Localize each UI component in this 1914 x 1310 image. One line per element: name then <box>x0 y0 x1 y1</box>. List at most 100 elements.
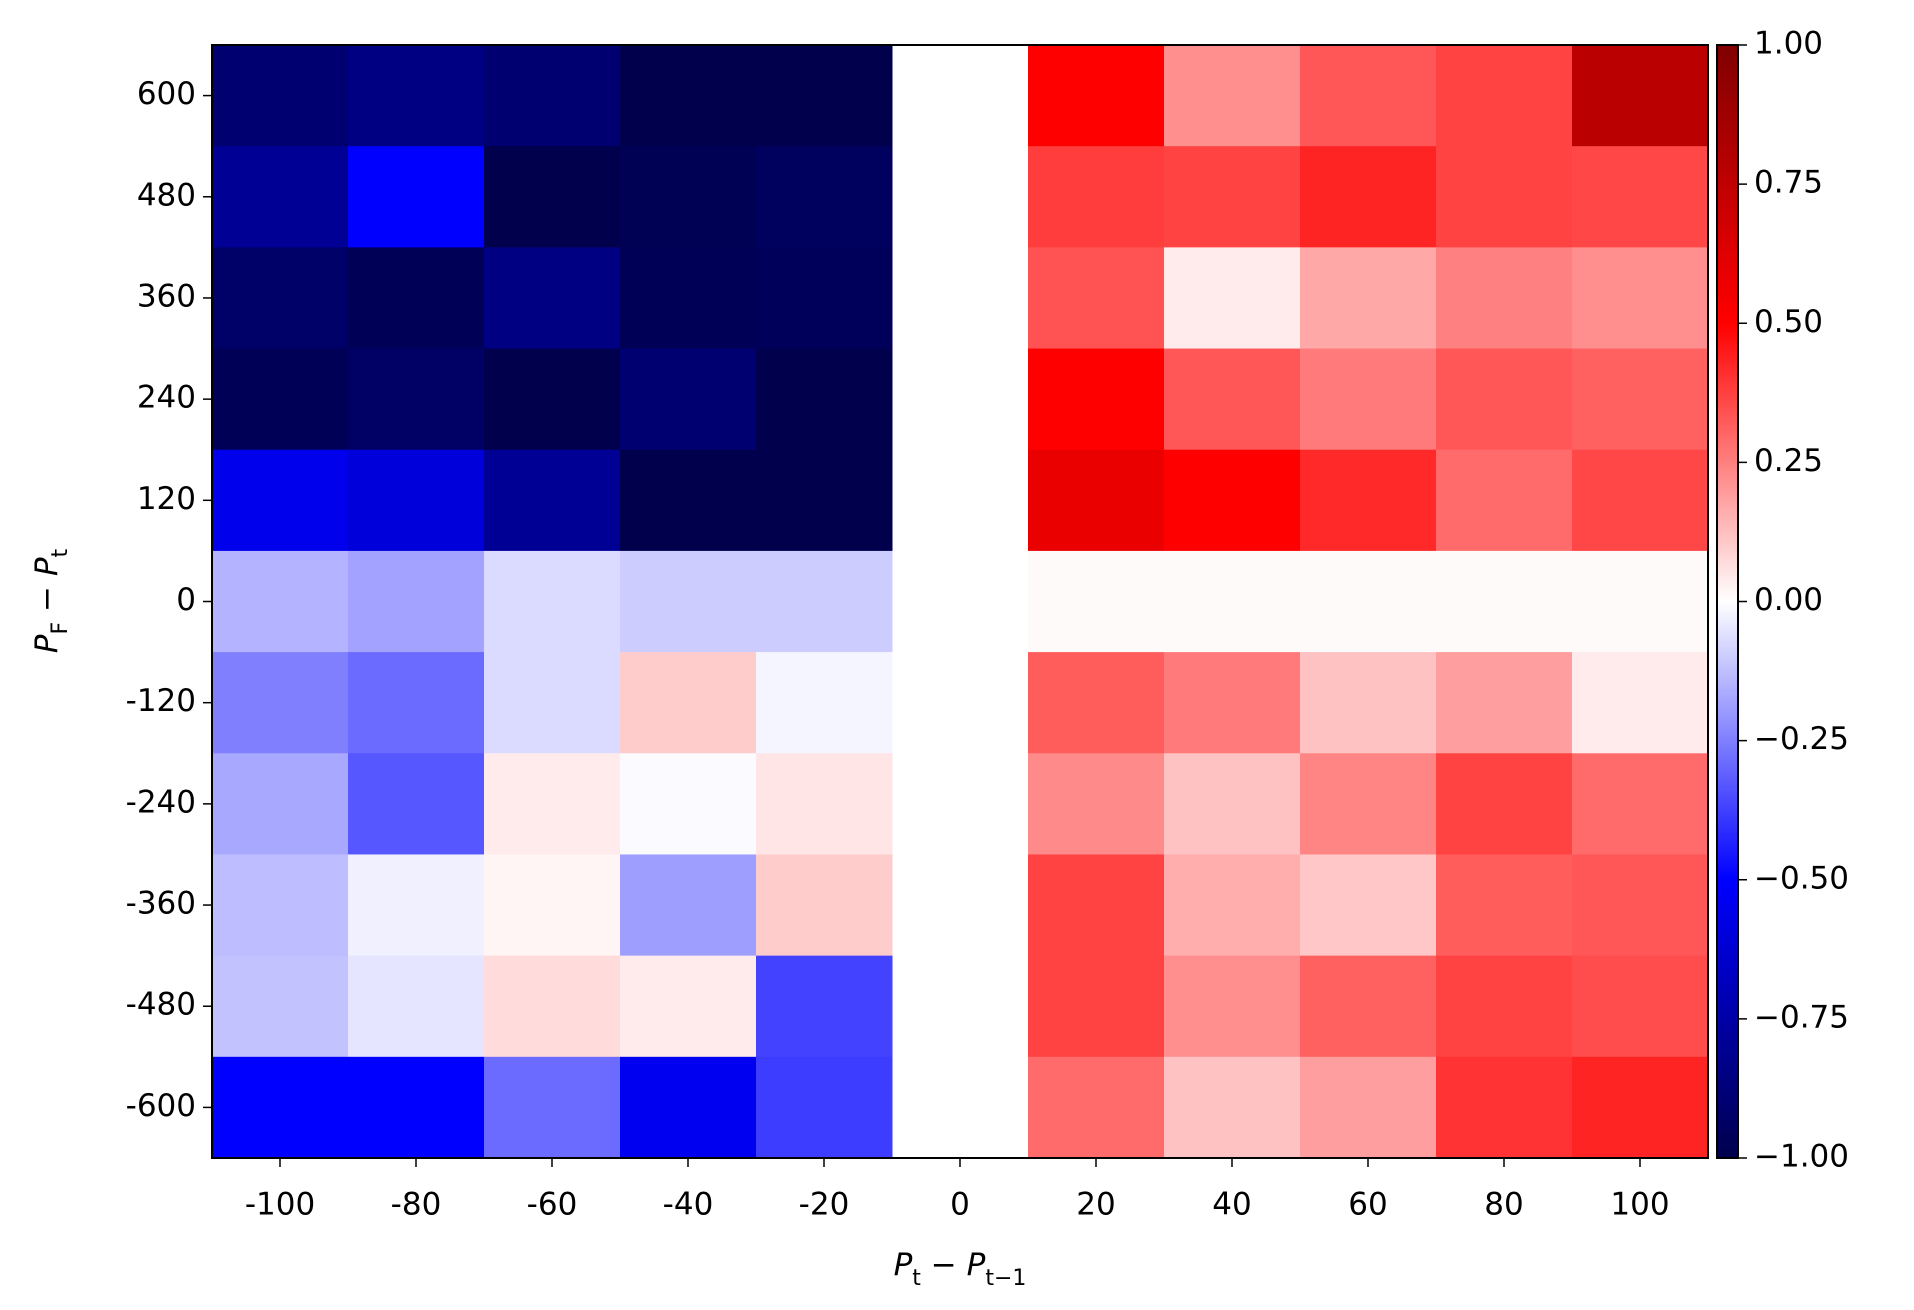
y-tick-label: 360 <box>137 278 196 314</box>
heatmap-cell <box>484 45 621 147</box>
heatmap-cell <box>1300 753 1437 855</box>
heatmap-cell <box>1028 854 1165 957</box>
colorbar-tick-label: −0.75 <box>1754 999 1849 1035</box>
heatmap-cell <box>212 146 349 248</box>
x-axis-label: Pt − Pt−1 <box>894 1247 1027 1291</box>
heatmap-cell <box>1436 550 1573 653</box>
heatmap-cell <box>484 652 621 754</box>
heatmap-cell <box>212 652 349 754</box>
heatmap-cell <box>1164 449 1301 552</box>
heatmap-cell <box>756 449 893 552</box>
heatmap-cell <box>1164 348 1301 451</box>
heatmap-cell <box>1572 955 1709 1058</box>
colorbar-tick-label: −0.50 <box>1754 860 1849 896</box>
heatmap-cell <box>1436 45 1573 147</box>
x-tick-label: 20 <box>1076 1187 1115 1223</box>
heatmap-cell <box>1300 955 1437 1058</box>
heatmap-cell <box>756 550 893 653</box>
heatmap-cell <box>1436 449 1573 552</box>
heatmap-cell <box>1164 753 1301 855</box>
heatmap-cell <box>1164 45 1301 147</box>
heatmap-cell <box>484 854 621 957</box>
y-tick-label: 480 <box>137 177 196 213</box>
heatmap-cell <box>1572 449 1709 552</box>
heatmap-cell <box>1436 652 1573 754</box>
heatmap-cell <box>1436 247 1573 350</box>
colorbar-tick-label: 0.75 <box>1754 165 1823 201</box>
heatmap-cell <box>1436 753 1573 855</box>
x-tick-label: -20 <box>799 1187 850 1223</box>
heatmap-cell <box>1028 652 1165 754</box>
heatmap-cell <box>1028 247 1165 350</box>
colorbar-tick-label: −0.25 <box>1754 721 1849 757</box>
heatmap-cell <box>1028 146 1165 248</box>
heatmap-cell <box>1436 348 1573 451</box>
heatmap-cell <box>1300 652 1437 754</box>
heatmap-cell <box>1028 955 1165 1058</box>
heatmap-cell <box>620 753 757 855</box>
heatmap-cell <box>1572 652 1709 754</box>
x-tick-label: -40 <box>663 1187 714 1223</box>
colorbar-tick-label: −1.00 <box>1754 1139 1849 1175</box>
heatmap-cell <box>212 247 349 350</box>
heatmap-cell <box>1572 247 1709 350</box>
heatmap-cell <box>1164 146 1301 248</box>
heatmap-cell <box>620 449 757 552</box>
heatmap-cell <box>756 753 893 855</box>
heatmap-cell <box>620 45 757 147</box>
y-tick-label: -240 <box>126 784 196 820</box>
colorbar <box>1716 44 1739 1159</box>
heatmap-cell <box>1300 1056 1437 1159</box>
colorbar-tick-label: 0.25 <box>1754 443 1823 479</box>
heatmap-cell <box>1028 753 1165 855</box>
heatmap-cell <box>1572 753 1709 855</box>
heatmap-cell <box>1028 449 1165 552</box>
y-tick-label: -480 <box>126 987 196 1023</box>
heatmap-cell <box>484 955 621 1058</box>
x-tick-label: 40 <box>1212 1187 1251 1223</box>
heatmap-cell <box>212 348 349 451</box>
heatmap-cell <box>756 955 893 1058</box>
heatmap-cell <box>212 1056 349 1159</box>
heatmap-cell <box>1436 1056 1573 1159</box>
heatmap-cell <box>1436 955 1573 1058</box>
heatmap-cell <box>1300 854 1437 957</box>
heatmap-cell <box>212 45 349 147</box>
heatmap-cell <box>756 1056 893 1159</box>
heatmap-cell <box>1572 146 1709 248</box>
x-tick-label: -100 <box>245 1187 315 1223</box>
heatmap-cell <box>1300 449 1437 552</box>
heatmap-cell <box>620 146 757 248</box>
colorbar-tick-label: 1.00 <box>1754 26 1823 62</box>
heatmap-cell <box>1436 146 1573 248</box>
heatmap-cell <box>348 348 485 451</box>
heatmap-cell <box>620 348 757 451</box>
heatmap-cell <box>348 449 485 552</box>
heatmap-cell <box>1028 45 1165 147</box>
heatmap-cell <box>1164 247 1301 350</box>
colorbar-tick-label: 0.00 <box>1754 582 1823 618</box>
heatmap-cell <box>620 1056 757 1159</box>
heatmap-cell <box>484 348 621 451</box>
heatmap-cell <box>212 449 349 552</box>
heatmap-cell <box>620 550 757 653</box>
heatmap-cell <box>620 652 757 754</box>
heatmap-cell <box>1028 348 1165 451</box>
heatmap-cell <box>484 550 621 653</box>
heatmap-cell <box>1572 348 1709 451</box>
x-tick-label: 0 <box>950 1187 970 1223</box>
heatmap-cell <box>348 753 485 855</box>
heatmap-cell <box>212 550 349 653</box>
y-tick-label: -120 <box>126 683 196 719</box>
heatmap-cell <box>1164 854 1301 957</box>
y-tick-label: 240 <box>137 380 196 416</box>
heatmap-cell <box>756 247 893 350</box>
heatmap-cell <box>348 854 485 957</box>
heatmap-cell <box>484 449 621 552</box>
y-tick-label: 600 <box>137 76 196 112</box>
heatmap-cell <box>1300 45 1437 147</box>
heatmap-cell <box>484 146 621 248</box>
heatmap-cell <box>1300 146 1437 248</box>
heatmap-cell <box>1164 652 1301 754</box>
